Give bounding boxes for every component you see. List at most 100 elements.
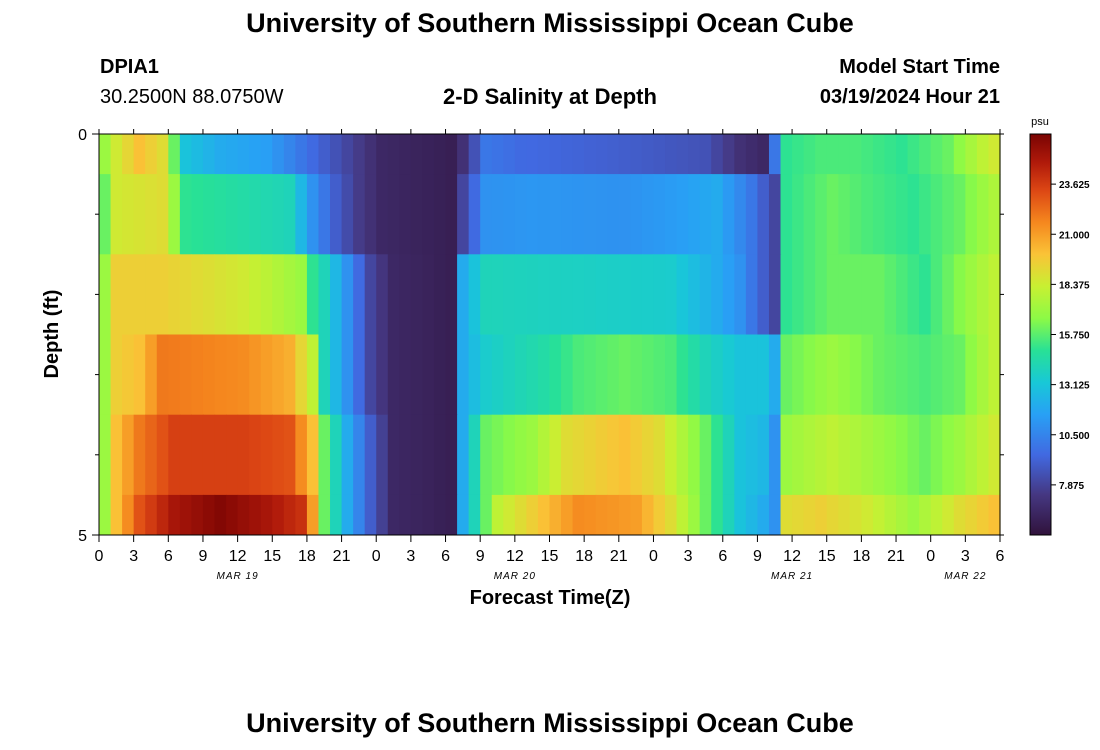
heat-cell xyxy=(745,174,759,255)
heat-cell xyxy=(953,494,966,536)
heat-cell xyxy=(526,494,539,536)
heat-cell xyxy=(792,414,805,496)
chart-title: 2-D Salinity at Depth xyxy=(443,84,657,109)
heat-cell xyxy=(595,494,608,536)
heat-cell xyxy=(676,414,689,496)
heat-cell xyxy=(884,414,897,496)
heat-cell xyxy=(711,134,724,175)
heat-cell xyxy=(734,414,747,496)
heat-cell xyxy=(988,254,1001,335)
heat-cell xyxy=(133,254,146,335)
heat-cell xyxy=(930,134,943,175)
heat-cell xyxy=(295,494,308,536)
heat-cell xyxy=(838,414,851,496)
heat-cell xyxy=(965,414,978,496)
x-tick-label: 6 xyxy=(718,548,727,565)
heat-cell xyxy=(768,174,782,255)
heat-cell xyxy=(445,494,458,536)
heat-cell xyxy=(919,334,932,416)
heat-cell xyxy=(179,134,193,175)
heat-cell xyxy=(457,494,470,536)
heat-cell xyxy=(688,414,701,496)
heat-cell xyxy=(919,494,932,536)
heat-cell xyxy=(318,334,331,416)
heat-cell xyxy=(191,414,204,496)
colorbar-tick-label: 7.875 xyxy=(1059,481,1084,492)
heat-cell xyxy=(745,134,759,175)
heat-cell xyxy=(722,414,735,496)
heat-cell xyxy=(780,174,793,255)
y-axis-label: Depth (ft) xyxy=(41,290,63,379)
heat-cell xyxy=(249,134,262,175)
heat-cell xyxy=(584,254,597,335)
heat-cell xyxy=(410,414,424,496)
heat-cell xyxy=(480,334,493,416)
heat-cell xyxy=(364,134,377,175)
heat-cell xyxy=(133,414,146,496)
heat-cell xyxy=(988,134,1001,175)
heat-cell xyxy=(468,334,481,416)
heat-cell xyxy=(988,494,1001,536)
x-tick-label: 21 xyxy=(333,548,351,565)
heat-cell xyxy=(249,494,262,536)
heat-cell xyxy=(526,134,539,175)
heat-cell xyxy=(214,414,227,496)
heat-cell xyxy=(110,174,123,255)
heat-cell xyxy=(468,414,481,496)
heat-cell xyxy=(318,254,331,335)
heat-cell xyxy=(711,334,724,416)
heat-cell xyxy=(641,174,655,255)
heat-cell xyxy=(364,494,377,536)
heat-cell xyxy=(884,334,897,416)
heat-cell xyxy=(653,174,666,255)
heat-cell xyxy=(630,134,643,175)
heat-cell xyxy=(676,174,689,255)
heat-cell xyxy=(445,174,458,255)
model-start-value: 03/19/2024 Hour 21 xyxy=(819,86,1000,108)
heat-cell xyxy=(99,134,112,175)
heat-cell xyxy=(514,334,527,416)
heat-cell xyxy=(491,254,504,335)
heat-cell xyxy=(976,254,990,335)
heat-cell xyxy=(722,254,735,335)
heat-cell xyxy=(491,414,504,496)
heat-cell xyxy=(422,414,435,496)
heat-cell xyxy=(838,174,851,255)
heat-cell xyxy=(745,254,759,335)
heat-cell xyxy=(699,494,712,536)
heat-cell xyxy=(919,174,932,255)
heat-cell xyxy=(803,494,816,536)
heat-cell xyxy=(919,414,932,496)
heat-cell xyxy=(711,494,724,536)
heat-cell xyxy=(792,334,805,416)
y-axis: 05 xyxy=(78,127,1004,545)
heat-cell xyxy=(480,254,493,335)
heat-cell xyxy=(387,494,400,536)
heat-cell xyxy=(907,334,920,416)
x-tick-label: 0 xyxy=(95,548,104,565)
heat-cell xyxy=(826,494,839,536)
heat-cell xyxy=(341,334,354,416)
station-coords: 30.2500N 88.0750W xyxy=(100,86,284,108)
heat-cell xyxy=(133,334,146,416)
heat-cell xyxy=(861,494,874,536)
heat-cell xyxy=(884,174,897,255)
heat-cell xyxy=(99,334,112,416)
heat-cell xyxy=(503,494,516,536)
x-tick-label: 15 xyxy=(541,548,559,565)
heat-cell xyxy=(849,334,862,416)
heat-cell xyxy=(699,254,712,335)
heat-cell xyxy=(168,174,181,255)
heat-cell xyxy=(584,494,597,536)
heat-cell xyxy=(803,414,816,496)
heat-cell xyxy=(226,334,239,416)
heat-cell xyxy=(514,254,527,335)
heat-cell xyxy=(445,414,458,496)
heat-cell xyxy=(433,494,447,536)
heat-cell xyxy=(283,254,296,335)
heat-cell xyxy=(757,334,770,416)
heat-cell xyxy=(872,254,886,335)
heat-cell xyxy=(353,334,366,416)
heat-cell xyxy=(988,334,1001,416)
heat-cell xyxy=(526,174,539,255)
